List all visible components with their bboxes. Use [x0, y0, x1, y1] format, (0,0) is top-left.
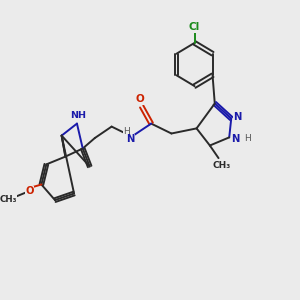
Text: NH: NH	[70, 111, 86, 120]
Text: H: H	[244, 134, 250, 143]
Text: N: N	[233, 112, 242, 122]
Text: N: N	[231, 134, 240, 144]
Text: N: N	[126, 134, 135, 145]
Text: O: O	[136, 94, 145, 104]
Text: CH₃: CH₃	[213, 161, 231, 170]
Text: H: H	[123, 127, 130, 136]
Text: Cl: Cl	[189, 22, 200, 32]
Text: CH₃: CH₃	[0, 195, 17, 204]
Text: O: O	[25, 186, 34, 196]
